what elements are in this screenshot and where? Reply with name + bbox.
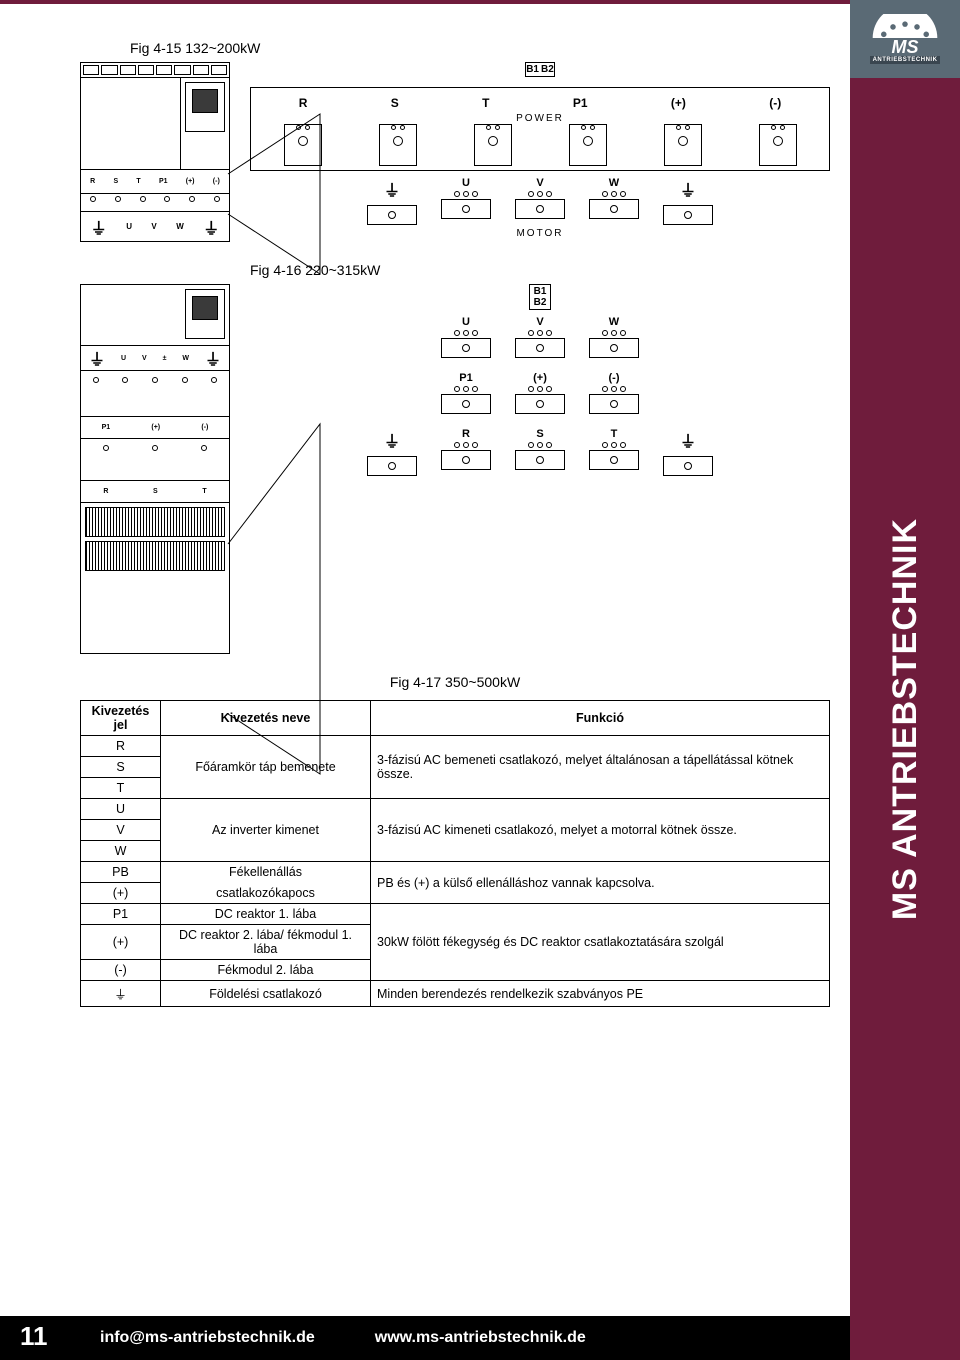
ground-icon: ⏚	[89, 346, 105, 370]
b1-label: B1	[531, 286, 549, 297]
fig15-motor-strip: ⏚ U V W ⏚	[250, 177, 830, 225]
brand-logo: MS ANTRIEBSTECHNIK	[850, 0, 960, 78]
term-label: P1	[459, 372, 472, 384]
b2-label: B2	[541, 64, 554, 75]
fig15-power-strip: R S T P1 (+) (-) POWER	[250, 87, 830, 171]
dev-label: P1	[102, 424, 111, 431]
ground-icon: ⏚	[91, 215, 107, 239]
fig-15-diagram: R S T P1 (+) (-) ⏚ U V W ⏚	[80, 62, 830, 242]
table-row: R Főáramkör táp bemenete 3-fázisú AC bem…	[81, 736, 830, 757]
term-label: S	[536, 428, 543, 440]
dev-label: (-)	[201, 424, 208, 431]
dev-label: S	[153, 488, 158, 495]
table-row: ⏚ Földelési csatlakozó Minden berendezés…	[81, 981, 830, 1007]
term-label: R	[462, 428, 470, 440]
fig-16-diagram: ⏚ U V ± W ⏚ P1 (+) (-) R S T	[80, 284, 830, 654]
term-label: W	[609, 316, 619, 328]
term-label: (-)	[769, 96, 781, 110]
page-number: 11	[20, 1321, 48, 1352]
dev-label: (+)	[186, 178, 195, 185]
fig15-terminals: B1 B2 R S T P1 (+) (-) POWER	[250, 62, 830, 239]
brand-subtitle: ANTRIEBSTECHNIK	[870, 56, 941, 64]
dev-label: W	[182, 355, 189, 362]
inverter-module-icon	[185, 289, 225, 339]
side-brand-strip: MS ANTRIEBSTECHNIK	[850, 78, 960, 1360]
th-jel: Kivezetés jel	[81, 701, 161, 736]
term-label: W	[609, 177, 619, 189]
dev-label: (+)	[151, 424, 160, 431]
fig16-rst-strip: ⏚ R S T ⏚	[250, 428, 830, 476]
fig-15-label: Fig 4-15 132~200kW	[130, 40, 830, 56]
ground-icon: ⏚	[680, 177, 696, 201]
power-sub-label: POWER	[257, 113, 823, 124]
terminal-table: Kivezetés jel Kivezetés neve Funkció R F…	[80, 700, 830, 1007]
side-column: MS ANTRIEBSTECHNIK MS ANTRIEBSTECHNIK	[850, 0, 960, 1360]
term-label: V	[536, 316, 543, 328]
th-nev: Kivezetés neve	[161, 701, 371, 736]
dev-label: V	[142, 355, 147, 362]
table-row: P1 DC reaktor 1. lába 30kW fölött fékegy…	[81, 904, 830, 925]
table-row: PB Fékellenállás PB és (+) a külső ellen…	[81, 862, 830, 883]
side-brand-text: MS ANTRIEBSTECHNIK	[886, 518, 925, 920]
table-row: U Az inverter kimenet 3-fázisú AC kimene…	[81, 799, 830, 820]
brand-name: MS	[892, 38, 919, 56]
footer-email: info@ms-antriebstechnik.de	[100, 1329, 315, 1347]
term-label: P1	[573, 96, 588, 110]
term-label: (+)	[671, 96, 686, 110]
term-label: S	[391, 96, 399, 110]
dev-label: R	[90, 178, 95, 185]
ground-icon: ⏚	[384, 177, 400, 201]
fig15-device: R S T P1 (+) (-) ⏚ U V W ⏚	[80, 62, 230, 242]
inverter-module-icon	[185, 82, 225, 132]
ground-icon: ⏚	[205, 346, 221, 370]
b2-label: B2	[531, 297, 549, 308]
fig16-uvw-strip: U V W	[250, 316, 830, 358]
term-label: U	[462, 316, 470, 328]
main-content: Fig 4-15 132~200kW R S T P1 (+) (-)	[0, 0, 850, 1360]
dev-label: U	[121, 355, 126, 362]
dev-label: W	[176, 222, 184, 231]
ground-icon: ⏚	[680, 428, 696, 452]
term-label: T	[611, 428, 618, 440]
motor-sub-label: MOTOR	[250, 228, 830, 239]
fig-17-label: Fig 4-17 350~500kW	[80, 674, 830, 690]
fig16-terminals: B1 B2 U V W P1 (+) (-) ⏚ R	[250, 284, 830, 476]
dev-label: T	[136, 178, 140, 185]
dev-label: P1	[159, 178, 168, 185]
dev-label: S	[113, 178, 118, 185]
term-label: T	[482, 96, 489, 110]
footer-bar: info@ms-antriebstechnik.de www.ms-antrie…	[0, 1316, 850, 1360]
dev-label: U	[126, 222, 132, 231]
gear-icon	[870, 14, 940, 38]
b1-label: B1	[526, 64, 539, 75]
dev-label: (-)	[213, 178, 220, 185]
term-label: R	[299, 96, 308, 110]
dev-label: T	[202, 488, 206, 495]
term-label: U	[462, 177, 470, 189]
fig16-p1-strip: P1 (+) (-)	[250, 372, 830, 414]
term-label: V	[536, 177, 543, 189]
fig16-device: ⏚ U V ± W ⏚ P1 (+) (-) R S T	[80, 284, 230, 654]
ground-icon: ⏚	[384, 428, 400, 452]
dev-label: R	[103, 488, 108, 495]
fig-16-label: Fig 4-16 220~315kW	[250, 262, 830, 278]
th-func: Funkció	[371, 701, 830, 736]
dev-label: V	[151, 222, 156, 231]
term-label: (-)	[609, 372, 620, 384]
footer-url: www.ms-antriebstechnik.de	[375, 1329, 586, 1347]
term-label: (+)	[533, 372, 547, 384]
ground-icon: ⏚	[203, 215, 219, 239]
